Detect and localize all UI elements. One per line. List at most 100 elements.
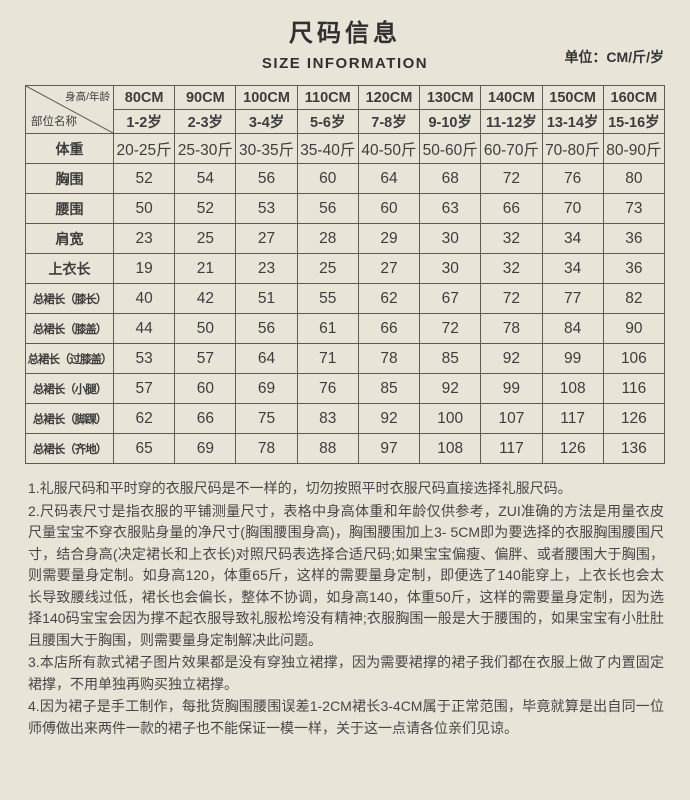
- size-value-cell: 53: [235, 193, 298, 224]
- size-value-cell: 92: [480, 343, 543, 374]
- age-header: 11-12岁: [480, 109, 543, 134]
- size-value-cell: 72: [480, 283, 543, 314]
- corner-cell: 身高/年龄 部位名称: [25, 85, 114, 134]
- size-value-cell: 25-30斤: [174, 133, 237, 164]
- size-value-cell: 67: [419, 283, 482, 314]
- row-label: 总裙长（过膝盖）: [25, 343, 114, 374]
- height-header: 120CM: [357, 85, 421, 110]
- size-value-cell: 42: [174, 283, 237, 314]
- age-header: 2-3岁: [174, 109, 237, 134]
- size-value-cell: 56: [296, 193, 359, 224]
- age-header: 9-10岁: [419, 109, 482, 134]
- size-value-cell: 60: [174, 373, 237, 404]
- size-value-cell: 20-25斤: [112, 133, 176, 164]
- size-value-cell: 60: [296, 163, 359, 194]
- diagonal-divider: [26, 86, 113, 133]
- size-value-cell: 27: [357, 253, 421, 284]
- size-value-cell: 32: [480, 253, 543, 284]
- row-label: 总裙长（小腿）: [25, 373, 114, 404]
- size-value-cell: 92: [357, 403, 421, 434]
- size-value-cell: 25: [296, 253, 359, 284]
- size-value-cell: 30-35斤: [235, 133, 298, 164]
- size-value-cell: 76: [296, 373, 359, 404]
- size-value-cell: 88: [296, 433, 359, 464]
- size-value-cell: 51: [235, 283, 298, 314]
- corner-label-height-age: 身高/年龄: [65, 91, 110, 103]
- age-header: 13-14岁: [541, 109, 604, 134]
- size-value-cell: 85: [419, 343, 482, 374]
- size-value-cell: 25: [174, 223, 237, 254]
- size-value-cell: 82: [602, 283, 666, 314]
- size-value-cell: 63: [419, 193, 482, 224]
- size-value-cell: 84: [541, 313, 604, 344]
- table-row: 肩宽 23 25 27 28 29 30 32 34 36: [25, 223, 666, 254]
- size-value-cell: 78: [235, 433, 298, 464]
- height-header: 110CM: [296, 85, 359, 110]
- size-value-cell: 90: [602, 313, 666, 344]
- age-header: 7-8岁: [357, 109, 421, 134]
- size-value-cell: 77: [541, 283, 604, 314]
- size-value-cell: 53: [112, 343, 176, 374]
- size-value-cell: 27: [235, 223, 298, 254]
- page-header: 尺码信息 SIZE INFORMATION 单位：CM/斤/岁: [0, 0, 690, 72]
- age-header: 5-6岁: [296, 109, 359, 134]
- unit-label: 单位：CM/斤/岁: [564, 49, 664, 65]
- size-value-cell: 76: [541, 163, 604, 194]
- height-header: 90CM: [174, 85, 237, 110]
- row-label: 腰围: [25, 193, 114, 224]
- size-value-cell: 78: [357, 343, 421, 374]
- size-value-cell: 30: [419, 253, 482, 284]
- row-label: 总裙长（膝盖）: [25, 313, 114, 344]
- size-value-cell: 92: [419, 373, 482, 404]
- size-value-cell: 80: [602, 163, 666, 194]
- age-header: 1-2岁: [112, 109, 176, 134]
- size-value-cell: 66: [357, 313, 421, 344]
- size-value-cell: 60: [357, 193, 421, 224]
- size-value-cell: 29: [357, 223, 421, 254]
- size-value-cell: 99: [480, 373, 543, 404]
- size-value-cell: 66: [174, 403, 237, 434]
- table-row: 总裙长（膝盖） 44 50 56 61 66 72 78 84 90: [25, 313, 666, 344]
- height-header: 130CM: [419, 85, 482, 110]
- size-value-cell: 80-90斤: [602, 133, 666, 164]
- row-label: 总裙长（膝长）: [25, 283, 114, 314]
- size-value-cell: 97: [357, 433, 421, 464]
- note-paragraph: 3.本店所有款式裙子图片效果都是没有穿独立裙撑，因为需要裙撑的裙子我们都在衣服上…: [28, 654, 664, 692]
- size-value-cell: 54: [174, 163, 237, 194]
- size-value-cell: 64: [357, 163, 421, 194]
- table-row: 总裙长（过膝盖） 53 57 64 71 78 85 92 99 106: [25, 343, 666, 374]
- size-value-cell: 72: [480, 163, 543, 194]
- size-value-cell: 36: [602, 223, 666, 254]
- size-value-cell: 75: [235, 403, 298, 434]
- size-value-cell: 65: [112, 433, 176, 464]
- size-value-cell: 69: [174, 433, 237, 464]
- table-row: 总裙长（齐地） 65 69 78 88 97 108 117 126 136: [25, 433, 666, 464]
- size-value-cell: 56: [235, 163, 298, 194]
- row-label: 总裙长（齐地）: [25, 433, 114, 464]
- size-value-cell: 62: [112, 403, 176, 434]
- size-value-cell: 106: [602, 343, 666, 374]
- row-label: 总裙长（脚踝）: [25, 403, 114, 434]
- size-value-cell: 28: [296, 223, 359, 254]
- row-label: 体重: [25, 133, 114, 164]
- table-row: 总裙长（小腿） 57 60 69 76 85 92 99 108 116: [25, 373, 666, 404]
- size-value-cell: 57: [174, 343, 237, 374]
- table-row: 腰围 50 52 53 56 60 63 66 70 73: [25, 193, 666, 224]
- size-value-cell: 71: [296, 343, 359, 374]
- page-title: 尺码信息: [289, 20, 401, 47]
- age-header: 3-4岁: [235, 109, 298, 134]
- size-value-cell: 44: [112, 313, 176, 344]
- size-value-cell: 78: [480, 313, 543, 344]
- height-header: 140CM: [480, 85, 543, 110]
- size-value-cell: 117: [541, 403, 604, 434]
- table-row: 上衣长 19 21 23 25 27 30 32 34 36: [25, 253, 666, 284]
- size-value-cell: 50: [174, 313, 237, 344]
- size-value-cell: 50: [112, 193, 176, 224]
- size-value-cell: 72: [419, 313, 482, 344]
- size-value-cell: 52: [112, 163, 176, 194]
- size-value-cell: 23: [235, 253, 298, 284]
- size-value-cell: 62: [357, 283, 421, 314]
- notes-section: 1.礼服尺码和平时穿的衣服尺码是不一样的，切勿按照平时衣服尺码直接选择礼服尺码。…: [28, 478, 664, 740]
- size-value-cell: 64: [235, 343, 298, 374]
- height-header: 80CM: [112, 85, 176, 110]
